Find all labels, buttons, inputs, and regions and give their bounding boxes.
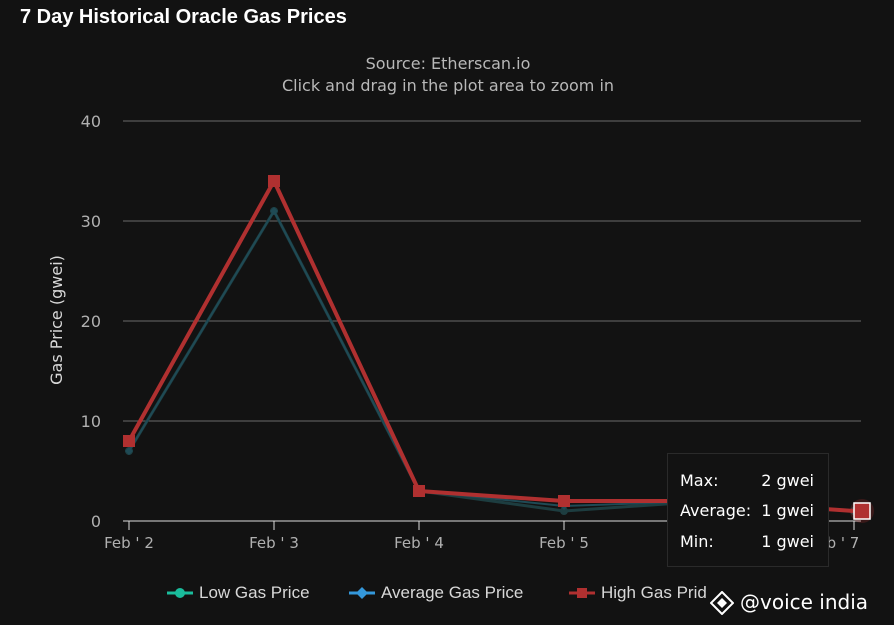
tooltip-min-label: Min: [680, 532, 714, 551]
y-tick-label: 40 [81, 112, 101, 131]
hovered-data-point[interactable] [853, 502, 871, 520]
diamond-marker-icon [349, 587, 375, 599]
y-tick-label: 20 [81, 312, 101, 331]
data-point[interactable] [413, 485, 425, 497]
chart-title: 7 Day Historical Oracle Gas Prices [20, 6, 347, 28]
tooltip-average-row: Average: 1 gwei [680, 501, 814, 521]
tooltip-max-value: 2 gwei [761, 471, 814, 490]
tooltip-average-value: 1 gwei [761, 501, 814, 520]
chart-subtitle-hint: Click and drag in the plot area to zoom … [282, 76, 614, 95]
chart-legend: Low Gas Price Average Gas Price High Gas… [0, 580, 894, 606]
y-axis-title: Gas Price (gwei) [47, 255, 66, 385]
data-point[interactable] [268, 175, 280, 187]
data-point[interactable] [123, 435, 135, 447]
chart-subtitle-source: Source: Etherscan.io [366, 54, 531, 73]
tooltip-average-label: Average: [680, 501, 752, 520]
x-tick-label: Feb ' 2 [104, 534, 154, 552]
tooltip-min-row: Min: 1 gwei [680, 532, 814, 552]
legend-label-high: High Gas Prid [601, 583, 707, 602]
legend-label-average: Average Gas Price [381, 583, 524, 602]
data-point[interactable] [560, 507, 568, 515]
x-tick-label: Feb ' 3 [249, 534, 299, 552]
data-point[interactable] [558, 495, 570, 507]
tooltip-max-row: Max: 2 gwei [680, 471, 814, 491]
tooltip-max-label: Max: [680, 471, 719, 490]
square-marker-icon [569, 588, 595, 598]
y-tick-label: 0 [91, 512, 101, 531]
circle-marker-icon [167, 588, 193, 598]
x-tick-label: b ' 7 [827, 534, 860, 552]
tooltip-min-value: 1 gwei [761, 532, 814, 551]
x-tick-label: Feb ' 4 [394, 534, 444, 552]
x-tick-label: Feb ' 5 [539, 534, 589, 552]
data-tooltip: Max: 2 gwei Average: 1 gwei Min: 1 gwei [667, 453, 829, 567]
diamond-logo-icon [710, 591, 734, 615]
y-tick-label: 10 [81, 412, 101, 431]
watermark-text: @voice india [740, 590, 869, 614]
y-tick-label: 30 [81, 212, 101, 231]
data-point[interactable] [125, 447, 133, 455]
data-point[interactable] [270, 207, 278, 215]
legend-label-low: Low Gas Price [199, 583, 310, 602]
